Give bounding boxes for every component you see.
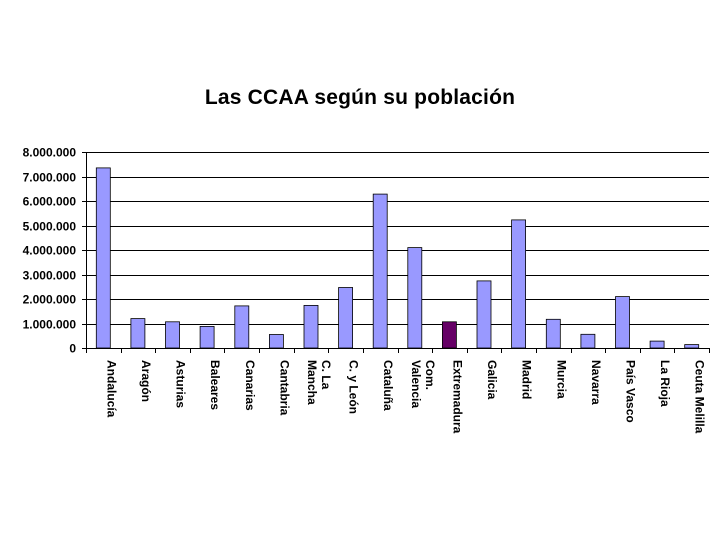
y-tick-label: 8.000.000	[23, 146, 77, 160]
y-tick-label: 4.000.000	[23, 244, 77, 258]
x-tick-label: Com.	[423, 360, 437, 390]
bar	[580, 333, 596, 349]
y-tick-label: 7.000.000	[23, 171, 77, 185]
bar	[165, 321, 180, 349]
x-axis-ticks: Andalucía Aragón Asturias Baleares Canarias C…	[86, 348, 710, 434]
x-tick-label: Andalucía	[104, 360, 118, 418]
x-tick-label: Asturias	[174, 360, 188, 408]
y-tick-label: 5.000.000	[23, 220, 77, 234]
x-tick-label: Baleares	[208, 360, 222, 410]
bar	[511, 219, 527, 349]
x-tick-label: C. La	[319, 360, 333, 390]
bar	[95, 167, 111, 349]
bar	[234, 305, 250, 349]
bar	[545, 318, 561, 349]
y-tick-label: 3.000.000	[23, 269, 77, 283]
bar	[303, 304, 319, 349]
x-tick-label: Canarias	[243, 360, 257, 411]
bar	[649, 340, 665, 349]
x-tick-label: Galicia	[485, 360, 499, 400]
x-tick-label: Navarra	[589, 360, 603, 405]
x-tick-label: C. y León	[347, 360, 361, 414]
bar	[407, 247, 423, 349]
y-axis-ticks: 0 1.000.000 2.000.000 3.000.000 4.000.000 5.0…	[23, 146, 86, 356]
bar	[684, 344, 700, 349]
y-tick-label: 6.000.000	[23, 195, 77, 209]
bar	[476, 280, 492, 349]
axes	[86, 152, 709, 349]
bar	[268, 334, 284, 349]
bar	[441, 321, 457, 349]
x-tick-label: Extremadura	[450, 360, 464, 434]
x-tick-label: Aragón	[139, 360, 153, 402]
chart-title: Las CCAA según su población	[204, 86, 516, 109]
x-tick-label: Madrid	[520, 360, 534, 399]
y-tick-label: 1.000.000	[23, 318, 77, 332]
x-tick-label: La Rioja	[658, 360, 672, 407]
bars	[95, 167, 700, 349]
x-tick-label: Valencia	[409, 360, 423, 408]
bar	[338, 287, 354, 349]
x-tick-label: Murcia	[554, 360, 568, 399]
gridlines	[86, 152, 709, 325]
x-tick-label: Ceuta Melilla	[693, 360, 707, 434]
x-tick-label: País Vasco	[624, 360, 638, 423]
bar	[615, 296, 630, 349]
y-tick-label: 2.000.000	[23, 293, 77, 307]
bar	[372, 193, 388, 349]
x-tick-label: Mancha	[305, 360, 319, 405]
bar	[199, 325, 215, 349]
x-tick-label: Cataluña	[381, 360, 395, 411]
y-tick-label: 0	[69, 342, 76, 356]
x-tick-label: Cantabria	[277, 360, 291, 416]
bar	[130, 318, 146, 349]
